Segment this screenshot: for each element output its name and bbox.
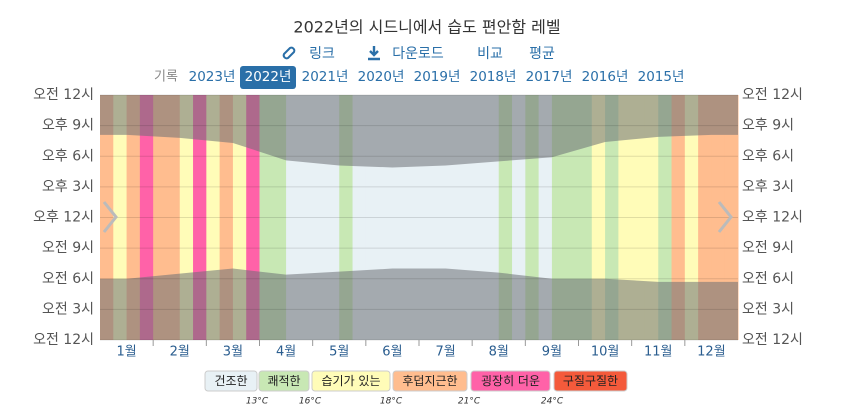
y-tick-label: 오후 12시: [33, 210, 94, 226]
download-icon: [368, 46, 380, 61]
legend-swatch: [204, 370, 258, 392]
year-tab[interactable]: 2020년: [358, 69, 405, 85]
x-tick-label: 2월: [170, 345, 190, 360]
heat-cell: [618, 95, 633, 340]
next-arrow[interactable]: [717, 201, 733, 233]
legend-label: 후덥지근한: [402, 374, 457, 388]
year-tab[interactable]: 2023년: [189, 69, 236, 85]
link-icon: [282, 46, 296, 60]
legend-swatch: [553, 370, 628, 392]
legend-label: 굉장히 더운: [481, 374, 540, 388]
prev-arrow[interactable]: [102, 201, 118, 233]
night-shade: [100, 268, 738, 340]
link[interactable]: 다운로드: [392, 46, 444, 62]
night-shade: [100, 95, 738, 168]
year-tab[interactable]: 2015년: [638, 69, 685, 85]
legend-swatch: [470, 370, 551, 392]
x-tick-label: 4월: [276, 345, 296, 360]
heat-cell: [698, 95, 712, 340]
y-tick-label: 오전 9시: [42, 240, 94, 256]
x-tick-label: 11월: [644, 345, 673, 360]
x-tick-label: 5월: [329, 345, 349, 360]
link[interactable]: 비교: [477, 46, 503, 62]
year-tab[interactable]: 2022년: [245, 69, 292, 85]
x-tick-label: 6월: [382, 345, 402, 360]
legend-threshold: 21°C: [458, 397, 481, 407]
heat-cell: [711, 95, 726, 340]
y-tick-label: 오전 3시: [42, 301, 94, 317]
legend-label: 습기가 있는: [321, 374, 380, 388]
year-tab[interactable]: 2016년: [582, 69, 629, 85]
legend-swatch: [392, 370, 468, 392]
y-tick-label-right: 오전 9시: [742, 240, 794, 256]
year-tab[interactable]: 2017년: [526, 69, 573, 85]
x-tick-label: 12월: [697, 345, 726, 360]
legend-label: 구질구질한: [563, 374, 618, 388]
x-tick-label: 9월: [542, 345, 562, 360]
legend-swatch: [311, 370, 391, 392]
legend-threshold: 24°C: [541, 397, 564, 407]
legend-threshold: 13°C: [246, 397, 269, 407]
legend-threshold: 18°C: [380, 397, 403, 407]
legend-label: 쾌적한: [267, 374, 300, 388]
y-tick-label-right: 오후 12시: [742, 210, 803, 226]
heat-cell: [671, 95, 686, 340]
legend-threshold: 16°C: [299, 397, 322, 407]
year-tab[interactable]: 2021년: [302, 69, 349, 85]
legend-swatch: [258, 370, 310, 392]
heat-cell: [631, 95, 646, 340]
years-label: 기록: [154, 70, 178, 85]
y-tick-label-right: 오후 9시: [742, 118, 794, 134]
x-tick-label: 8월: [489, 345, 509, 360]
link[interactable]: 링크: [309, 46, 335, 62]
heat-cell: [644, 95, 659, 340]
heat-cell: [658, 95, 673, 340]
year-tab[interactable]: 2018년: [470, 69, 517, 85]
year-tab[interactable]: 2019년: [414, 69, 461, 85]
x-tick-label: 3월: [223, 345, 243, 360]
y-tick-label: 오전 6시: [42, 271, 94, 287]
x-tick-label: 7월: [435, 345, 455, 360]
y-tick-label-right: 오전 6시: [742, 271, 794, 287]
y-tick-label-right: 오전 12시: [742, 332, 803, 348]
y-tick-label: 오전 12시: [33, 332, 94, 348]
y-tick-label-right: 오후 3시: [742, 179, 794, 195]
x-tick-label: 1월: [116, 345, 136, 360]
y-tick-label-right: 오전 3시: [742, 301, 794, 317]
selected-year-bg: [240, 66, 296, 89]
y-tick-label-right: 오전 12시: [742, 87, 803, 103]
chart-title: 2022년의 시드니에서 습도 편안함 레벨: [293, 18, 560, 37]
y-tick-label: 오후 3시: [42, 179, 94, 195]
x-tick-label: 10월: [591, 345, 620, 360]
heat-cell: [605, 95, 619, 340]
y-tick-label: 오전 12시: [33, 87, 94, 103]
y-tick-label: 오후 6시: [42, 148, 94, 164]
heat-cell: [684, 95, 699, 340]
link[interactable]: 평균: [529, 46, 555, 62]
y-tick-label: 오후 9시: [42, 118, 94, 134]
y-tick-label-right: 오후 6시: [742, 148, 794, 164]
legend-label: 건조한: [214, 374, 247, 388]
